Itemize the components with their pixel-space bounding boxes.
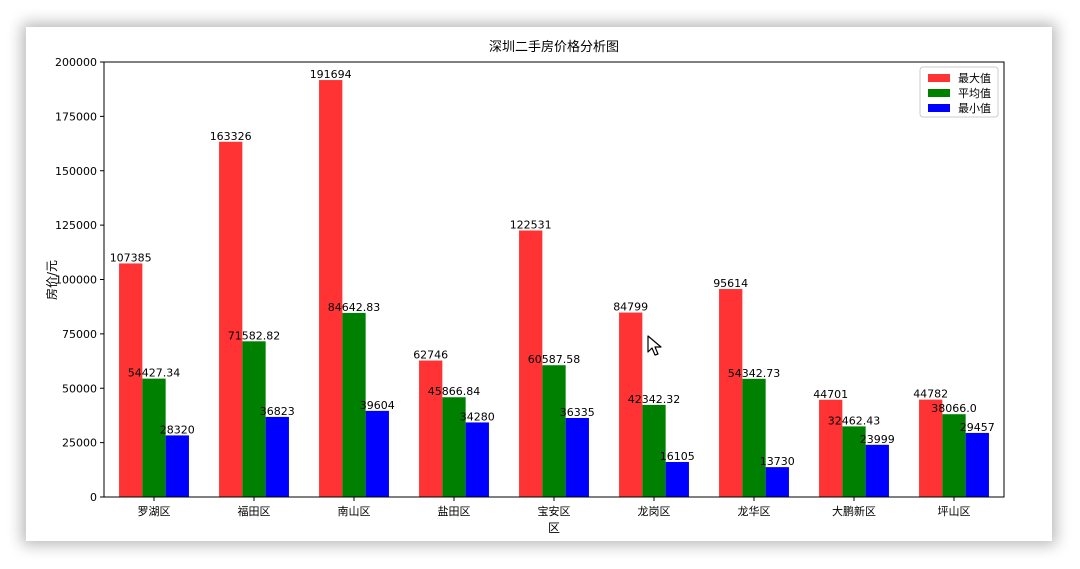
legend-label: 最大值 [958, 71, 991, 85]
mouse-cursor-icon [647, 335, 662, 356]
data-label: 122531 [510, 218, 552, 231]
bar [142, 378, 166, 497]
data-label: 107385 [110, 251, 152, 264]
data-label: 54427.34 [128, 367, 181, 380]
x-tick-label: 罗湖区 [138, 505, 171, 518]
legend-swatch [928, 104, 950, 112]
figure-window: 深圳二手房价格分析图 房价/元 区 107385 54427.34 28320 163… [26, 27, 1052, 541]
x-tick-label: 宝安区 [538, 504, 571, 518]
y-tick-label: 175000 [55, 110, 97, 123]
bar [865, 444, 889, 497]
x-tick-label: 坪山区 [938, 505, 971, 518]
bar [965, 432, 989, 497]
y-tick-label: 150000 [55, 165, 97, 178]
bar [565, 417, 589, 497]
data-label: 44782 [913, 388, 948, 401]
data-label: 191694 [310, 68, 352, 81]
bar [519, 230, 543, 498]
bar-chart: 深圳二手房价格分析图 房价/元 区 107385 54427.34 28320 163… [44, 39, 1005, 535]
bar [642, 404, 666, 497]
x-tick-label: 大鹏新区 [832, 504, 876, 518]
plot-area-frame [103, 61, 1005, 498]
y-tick-label: 125000 [55, 219, 97, 232]
bar [242, 341, 266, 497]
x-tick-label: 龙岗区 [638, 505, 671, 518]
x-tick-label: 盐田区 [438, 505, 471, 518]
y-tick-label: 50000 [62, 382, 97, 395]
x-axis-title: 区 [548, 521, 560, 535]
data-label: 60587.58 [528, 353, 581, 366]
y-tick-label: 200000 [55, 56, 97, 69]
data-label: 39604 [360, 399, 395, 412]
bar [219, 141, 243, 497]
data-label: 29457 [960, 421, 995, 434]
data-label: 23999 [860, 433, 895, 446]
data-label: 32462.43 [828, 414, 881, 427]
data-label: 84799 [613, 301, 648, 314]
data-label: 42342.32 [628, 393, 681, 406]
bar [719, 289, 743, 497]
data-label: 71582.82 [228, 329, 281, 342]
data-label: 28320 [160, 423, 195, 436]
bar [319, 80, 343, 497]
bars-layer [119, 80, 989, 498]
data-label: 13730 [760, 455, 795, 468]
bar [919, 399, 943, 497]
y-axis-title: 房价/元 [44, 260, 59, 300]
bar [842, 426, 866, 497]
chart-title: 深圳二手房价格分析图 [489, 39, 619, 55]
x-tick-label: 南山区 [338, 505, 371, 518]
bar [342, 312, 366, 497]
data-label: 163326 [210, 130, 252, 143]
bar [265, 416, 289, 497]
bar [419, 360, 443, 497]
x-tick-label: 龙华区 [738, 504, 771, 518]
legend-swatch [928, 89, 950, 97]
bar [619, 312, 643, 497]
y-tick-label: 25000 [62, 437, 97, 450]
y-tick-label: 0 [90, 491, 97, 504]
bar [165, 435, 189, 497]
bar [742, 378, 766, 497]
bar [442, 397, 466, 497]
data-label: 84642.83 [328, 301, 381, 314]
data-label: 36823 [260, 405, 295, 418]
data-label: 45866.84 [428, 385, 481, 398]
legend-label: 平均值 [958, 87, 991, 100]
bar [765, 467, 789, 497]
axes-layer: 罗湖区 福田区 南山区 盐田区 宝安区 龙岗区 龙华区 大鹏新区 坪山区 0 25000 50000 7… [55, 56, 1005, 518]
y-tick-label: 75000 [62, 328, 97, 341]
data-label: 95614 [713, 277, 748, 290]
data-label: 36335 [560, 406, 595, 419]
legend-label: 最小值 [958, 102, 991, 115]
data-label: 16105 [660, 450, 695, 463]
data-label: 54342.73 [728, 367, 781, 380]
data-label: 38066.0 [931, 402, 977, 415]
bar [542, 365, 566, 497]
bar [942, 414, 966, 497]
bar [365, 410, 389, 497]
data-label: 62746 [413, 349, 448, 362]
data-label: 34280 [460, 410, 495, 423]
x-tick-label: 福田区 [238, 504, 271, 518]
bar [665, 461, 689, 497]
data-label: 44701 [813, 388, 848, 401]
bar [119, 263, 143, 497]
bar [465, 422, 489, 497]
data-labels-layer: 107385 54427.34 28320 163326 71582.82 36823 19… [110, 68, 995, 468]
y-tick-label: 100000 [55, 274, 97, 287]
legend-swatch [928, 74, 950, 82]
bar [819, 399, 843, 497]
